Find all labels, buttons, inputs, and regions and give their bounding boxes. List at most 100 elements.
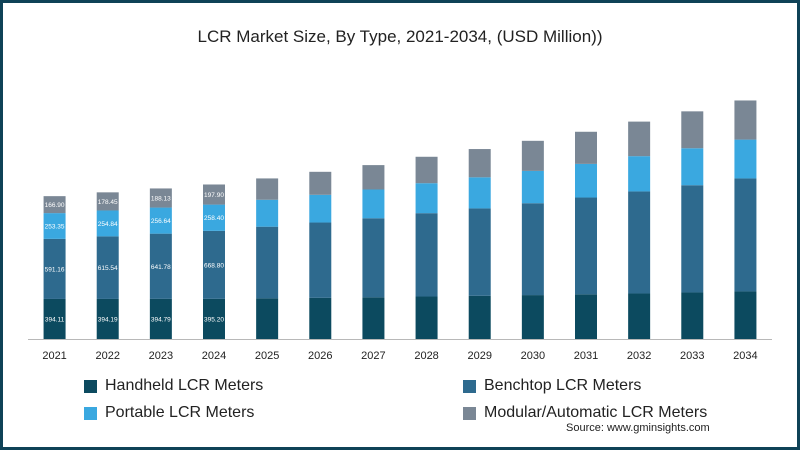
- x-tick-label-2027: 2027: [361, 350, 385, 362]
- bar-2033-series-1: [681, 185, 704, 293]
- bar-2031-series-1: [575, 197, 597, 295]
- data-label-2023-series-3: 188.13: [151, 196, 171, 203]
- bar-2029-series-2: [468, 177, 491, 209]
- bar-2034-series-0: [734, 291, 757, 339]
- bar-2024-series-0: [203, 298, 225, 339]
- legend-item-portable: Portable LCR Meters: [84, 404, 254, 422]
- legend-swatch-portable: [84, 406, 97, 420]
- bar-2022-series-0: [96, 298, 119, 339]
- x-tick-label-2024: 2024: [202, 350, 226, 362]
- bar-2021-series-1: [43, 238, 66, 299]
- bar-2023-series-2: [149, 207, 172, 234]
- legend-item-handheld: Handheld LCR Meters: [84, 377, 263, 395]
- x-tick-label-2034: 2034: [733, 350, 757, 362]
- bar-2021-series-2: [43, 213, 66, 239]
- data-label-2022-series-0: 394.19: [98, 316, 118, 323]
- data-label-2023-series-1: 641.78: [151, 264, 171, 271]
- bar-2022-series-2: [96, 210, 119, 237]
- bar-2028-series-3: [415, 156, 438, 184]
- x-tick-label-2022: 2022: [95, 350, 119, 362]
- bar-2031-series-3: [575, 131, 597, 164]
- bar-2034-series-3: [734, 100, 757, 140]
- x-tick-label-2031: 2031: [574, 350, 598, 362]
- bar-2030-series-0: [521, 295, 544, 339]
- x-tick-label-2026: 2026: [308, 350, 332, 362]
- data-label-2023-series-2: 256.64: [151, 218, 171, 225]
- bar-2033-series-3: [681, 111, 704, 149]
- bar-2025-series-3: [256, 178, 279, 200]
- bar-2023-series-0: [149, 298, 172, 339]
- x-tick-label-2025: 2025: [255, 350, 279, 362]
- bar-2024-series-1: [203, 230, 225, 299]
- bar-2032-series-3: [628, 121, 651, 157]
- data-label-2022-series-2: 254.84: [98, 221, 118, 228]
- bar-2031-series-2: [575, 163, 597, 198]
- bar-2024-series-3: [203, 184, 225, 205]
- x-tick-label-2028: 2028: [414, 350, 438, 362]
- bar-2025-series-1: [256, 226, 279, 299]
- bar-2034-series-2: [734, 139, 757, 179]
- bar-2030-series-3: [521, 140, 544, 171]
- legend-label-portable: Portable LCR Meters: [105, 404, 255, 421]
- bar-2022-series-3: [96, 192, 119, 211]
- bar-2027-series-0: [362, 297, 385, 339]
- bar-2032-series-0: [628, 293, 651, 339]
- bar-2033-series-0: [681, 292, 704, 339]
- data-label-2021-series-1: 591.16: [45, 266, 65, 273]
- bar-2027-series-2: [362, 189, 385, 219]
- data-label-2021-series-2: 253.35: [45, 223, 65, 230]
- bar-2023-series-3: [149, 188, 172, 208]
- bar-2026-series-3: [309, 171, 332, 195]
- bar-2032-series-2: [628, 156, 651, 192]
- bar-2028-series-1: [415, 213, 438, 297]
- bar-2022-series-1: [96, 236, 119, 299]
- bar-2027-series-1: [362, 218, 385, 298]
- bar-2033-series-2: [681, 148, 704, 186]
- legend-item-benchtop: Benchtop LCR Meters: [463, 377, 641, 395]
- x-tick-label-2032: 2032: [627, 350, 651, 362]
- legend-swatch-handheld: [84, 379, 97, 393]
- bar-2021-series-0: [43, 298, 66, 339]
- bar-2028-series-2: [415, 183, 438, 214]
- x-tick-label-2029: 2029: [467, 350, 491, 362]
- bar-2029-series-0: [468, 295, 491, 339]
- data-label-2021-series-3: 166.90: [45, 202, 65, 209]
- legend-label-handheld: Handheld LCR Meters: [105, 377, 264, 394]
- bar-2029-series-1: [468, 208, 491, 296]
- bar-2025-series-0: [256, 298, 279, 339]
- legend-swatch-modular: [463, 406, 476, 420]
- bar-2023-series-1: [149, 233, 172, 299]
- data-label-2023-series-0: 394.79: [151, 316, 171, 323]
- x-tick-label-2023: 2023: [149, 350, 173, 362]
- bar-2030-series-1: [521, 203, 544, 296]
- chart-title: LCR Market Size, By Type, 2021-2034, (US…: [197, 27, 603, 46]
- data-label-2022-series-1: 615.54: [98, 265, 118, 272]
- legend-swatch-benchtop: [463, 379, 476, 393]
- bar-2026-series-0: [309, 297, 332, 339]
- bar-2026-series-2: [309, 194, 332, 223]
- legend-label-benchtop: Benchtop LCR Meters: [484, 377, 642, 394]
- x-tick-label-2021: 2021: [42, 350, 66, 362]
- data-label-2024-series-2: 258.40: [204, 215, 224, 222]
- legend-label-modular: Modular/Automatic LCR Meters: [484, 404, 708, 421]
- bar-2028-series-0: [415, 296, 438, 339]
- source-note: Source: www.gminsights.com: [566, 422, 710, 434]
- bar-2025-series-2: [256, 199, 279, 227]
- bar-2027-series-3: [362, 165, 385, 190]
- bar-2029-series-3: [468, 149, 491, 178]
- data-label-2022-series-3: 178.45: [98, 199, 118, 206]
- x-tick-label-2033: 2033: [680, 350, 704, 362]
- bar-2030-series-2: [521, 170, 544, 204]
- bar-2032-series-1: [628, 191, 651, 294]
- data-label-2024-series-0: 395.20: [204, 316, 224, 323]
- data-label-2021-series-0: 394.11: [45, 316, 65, 323]
- bar-2026-series-1: [309, 222, 332, 298]
- legend-item-modular: Modular/Automatic LCR Meters: [463, 404, 707, 422]
- x-tick-label-2030: 2030: [521, 350, 545, 362]
- bar-2021-series-3: [43, 196, 66, 214]
- bar-2024-series-2: [203, 204, 225, 231]
- bar-2034-series-1: [734, 178, 757, 292]
- data-label-2024-series-1: 668.80: [204, 262, 224, 269]
